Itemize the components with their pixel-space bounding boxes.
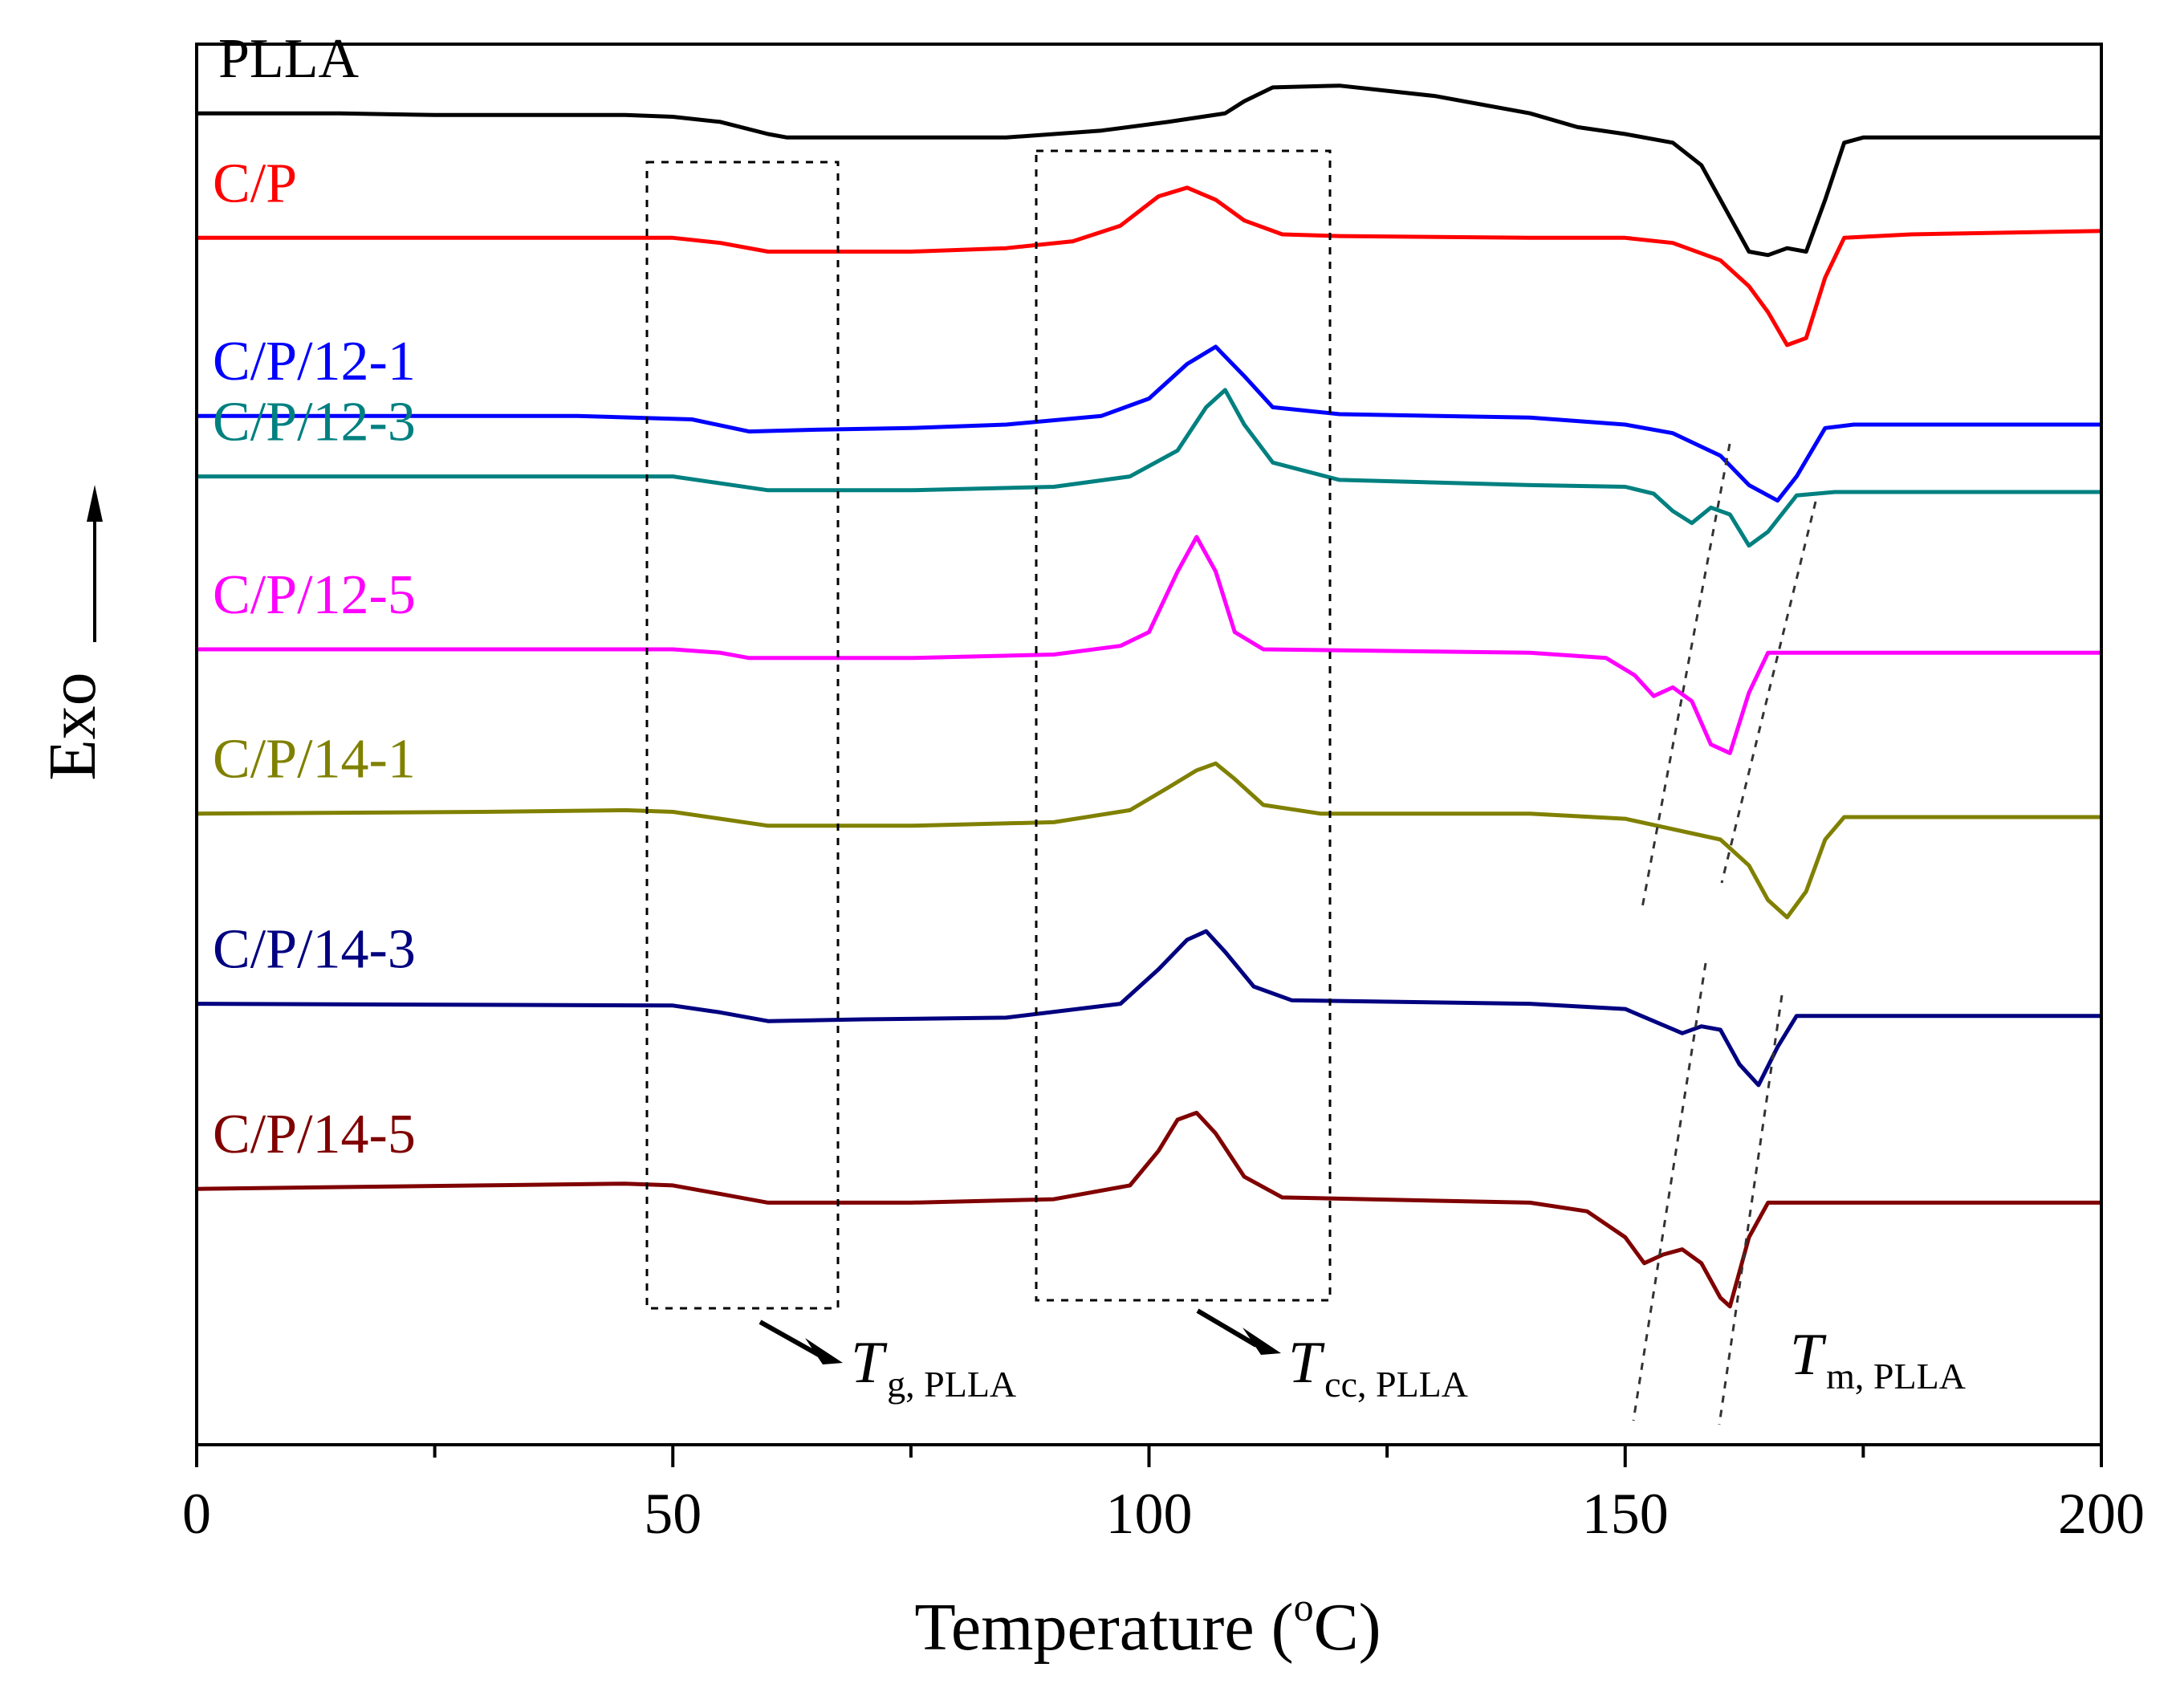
series-label-c-p: C/P [213,152,297,214]
tcc-region-box [1035,149,1332,1302]
tcc-annotation-sub: cc, PLLA [1324,1364,1468,1405]
tcc-annotation: Tcc, PLLA [1288,1330,1468,1405]
tm-guide-line-left-upper [1640,443,1731,913]
tm-guide-line-right-lower [1718,994,1784,1425]
y-axis-title: Exo [35,672,110,780]
series-line-c-p-14-1 [196,761,2101,920]
y-axis-title-group: Exo [35,485,110,781]
tcc-annotation-main: T [1288,1330,1325,1396]
series-label-plla: PLLA [218,28,359,90]
tg-arrow [759,1320,843,1364]
tg-annotation: Tg, PLLA [851,1330,1016,1405]
series-label-c-p-14-1: C/P/14-1 [213,729,416,791]
tcc-arrow [1196,1308,1281,1355]
x-tick-label-200: 200 [2058,1482,2145,1546]
x-axis-title-degree: o [1294,1584,1314,1629]
series-label-c-p-12-5: C/P/12-5 [213,564,416,626]
tm-guide-line-left-lower [1632,962,1707,1421]
series-line-c-p-12-1 [197,344,2101,503]
series-line-c-p-12-5 [197,535,2101,755]
x-tick-label-100: 100 [1106,1482,1193,1546]
x-tick-label-50: 50 [644,1482,702,1546]
tm-annotation-main: T [1790,1322,1827,1388]
series-line-plla [197,83,2101,258]
tm-annotation-sub: m, PLLA [1826,1356,1966,1397]
tg-annotation-sub: g, PLLA [887,1364,1016,1405]
x-axis-title: Temperature (oC) [914,1584,1381,1665]
x-tick-label-150: 150 [1582,1482,1669,1546]
series-line-c-p [197,185,2102,348]
series-label-c-p-14-3: C/P/14-3 [213,919,416,981]
y-axis-arrow-head [87,485,103,522]
series-label-c-p-14-5: C/P/14-5 [213,1104,416,1165]
series-line-c-p-12-3 [197,388,2101,548]
tm-annotation: Tm, PLLA [1790,1322,1966,1397]
x-axis-title-text: Temperature ( [914,1590,1293,1665]
plot-area: PLLA C/P C/P/12-1C/P/12-3 C/P/12-5 C/P/14-1 C… [196,28,2102,1309]
series-line-c-p-14-5 [196,1110,2101,1309]
x-tick-label-0: 0 [182,1482,211,1546]
series-label-c-p-12-3: C/P/12-3 [213,392,416,453]
x-axis-title-unit: C) [1314,1590,1381,1665]
tg-region-box [645,161,840,1310]
x-axis: 0 50 100 150 200 [182,1445,2145,1546]
series-label-c-p-12-1: C/P/12-1 [213,331,416,392]
tg-annotation-main: T [851,1330,888,1396]
series-line-c-p-14-3 [196,929,2101,1088]
